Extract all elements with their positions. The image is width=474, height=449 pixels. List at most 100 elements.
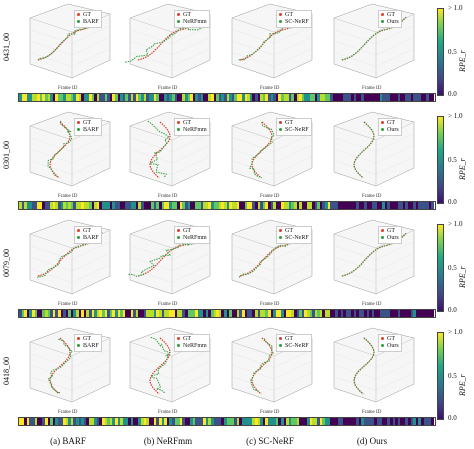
- rpe-cell: [249, 94, 253, 101]
- colorbar: [437, 224, 444, 312]
- rpe-cell: [57, 94, 61, 101]
- rpe-cell: [265, 94, 268, 101]
- rpe-cell: [242, 310, 245, 317]
- rpe-cell: [138, 418, 141, 425]
- rpe-cell: [325, 94, 328, 101]
- rpe-cell: [39, 310, 43, 317]
- rpe-cell: [151, 202, 154, 209]
- scene-label: 0431_00: [2, 33, 11, 61]
- rpe-cell: [239, 202, 243, 209]
- rpe-cell: [130, 418, 134, 425]
- legend-method-swatch: [177, 128, 180, 132]
- rpe-cell: [109, 310, 113, 317]
- rpe-cell: [335, 94, 339, 101]
- rpe-cell: [177, 310, 180, 317]
- rpe-cell: [42, 418, 45, 425]
- rpe-cell: [153, 202, 157, 209]
- rpe-cell: [428, 310, 432, 317]
- colorbar-label: RPE_r: [458, 50, 467, 72]
- rpe-cell: [273, 418, 276, 425]
- rpe-cell: [374, 202, 377, 209]
- rpe-cell: [63, 202, 66, 209]
- rpe-cell: [57, 418, 61, 425]
- rpe-cell: [356, 418, 359, 425]
- rpe-cell: [76, 418, 79, 425]
- rpe-cell: [231, 202, 235, 209]
- rpe-cell: [102, 418, 105, 425]
- colorbar-top-tick: > 1.0: [448, 328, 463, 336]
- rpe-cell: [415, 94, 419, 101]
- rpe-cell: [361, 94, 364, 101]
- rpe-cell: [192, 94, 196, 101]
- rpe-cell: [70, 202, 74, 209]
- rpe-cell: [309, 202, 313, 209]
- rpe-cell: [356, 202, 359, 209]
- rpe-cell: [63, 310, 66, 317]
- rpe-cell: [151, 94, 154, 101]
- rpe-cell: [239, 310, 243, 317]
- rpe-cell: [304, 94, 307, 101]
- legend-gt: GT: [279, 228, 309, 235]
- rpe-cell: [249, 202, 253, 209]
- rpe-cell: [369, 202, 372, 209]
- rpe-cell: [125, 94, 128, 101]
- rpe-cell: [239, 418, 243, 425]
- rpe-cell: [172, 94, 175, 101]
- rpe-cell: [306, 418, 310, 425]
- rpe-cell: [382, 94, 385, 101]
- plot-legend: GT BARF: [74, 334, 102, 352]
- rpe-cell: [319, 202, 323, 209]
- rpe-cell: [65, 94, 69, 101]
- rpe-cell: [19, 94, 22, 101]
- rpe-cell: [314, 94, 318, 101]
- plot-legend: GT BARF: [74, 118, 102, 136]
- rpe-cell: [327, 310, 331, 317]
- legend-gt: GT: [77, 336, 99, 343]
- rpe-cell: [358, 202, 362, 209]
- rpe-cell: [244, 310, 248, 317]
- legend-method-swatch: [77, 236, 80, 240]
- rpe-cell: [317, 418, 320, 425]
- rpe-cell: [330, 310, 333, 317]
- rpe-cell: [148, 94, 152, 101]
- rpe-strip: [18, 309, 436, 318]
- rpe-cell: [363, 202, 367, 209]
- rpe-cell: [96, 418, 100, 425]
- rpe-cell: [130, 310, 134, 317]
- plot-legend: GT NeRFmm: [174, 226, 210, 244]
- rpe-cell: [421, 310, 424, 317]
- rpe-cell: [205, 310, 209, 317]
- rpe-cell: [376, 94, 380, 101]
- rpe-cell: [234, 94, 237, 101]
- frame-id-label: Frame ID: [58, 194, 78, 199]
- legend-gt: GT: [279, 336, 309, 343]
- rpe-cell: [143, 310, 147, 317]
- legend-gt-label: GT: [387, 12, 395, 18]
- rpe-cell: [52, 418, 56, 425]
- rpe-cell: [164, 94, 167, 101]
- rpe-cell: [293, 202, 297, 209]
- rpe-cell: [31, 310, 35, 317]
- rpe-cell: [177, 202, 180, 209]
- rpe-cell: [99, 310, 102, 317]
- rpe-cell: [304, 310, 307, 317]
- rpe-cell: [262, 202, 266, 209]
- rpe-cell: [236, 94, 240, 101]
- rpe-cell: [252, 418, 256, 425]
- rpe-cell: [102, 310, 105, 317]
- legend-method-swatch: [279, 20, 282, 24]
- rpe-cell: [262, 418, 266, 425]
- rpe-cell: [159, 418, 162, 425]
- rpe-cell: [55, 94, 58, 101]
- rpe-cell: [255, 418, 258, 425]
- colorbar-bottom-tick: 0.0: [448, 90, 457, 98]
- rpe-cell: [260, 418, 263, 425]
- rpe-cell: [260, 202, 263, 209]
- rpe-cell: [208, 94, 211, 101]
- rpe-cell: [415, 202, 419, 209]
- rpe-cell: [37, 310, 40, 317]
- colorbar-mid-tick: 0.5: [448, 264, 457, 272]
- rpe-cell: [293, 94, 297, 101]
- rpe-cell: [91, 94, 95, 101]
- rpe-cell: [306, 310, 310, 317]
